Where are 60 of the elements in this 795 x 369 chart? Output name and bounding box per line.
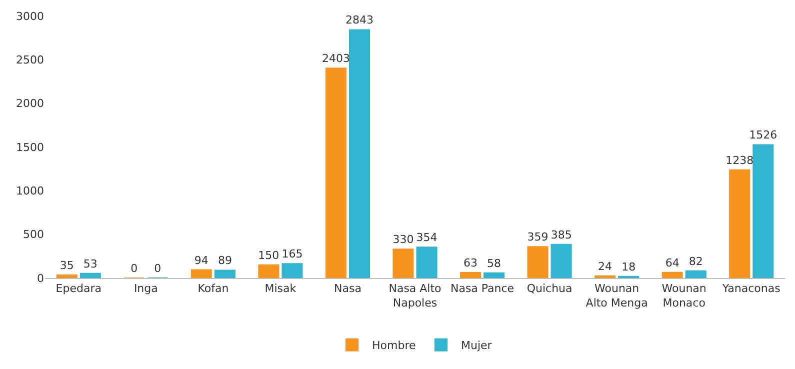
bar <box>484 272 505 278</box>
bar <box>214 270 236 278</box>
data-label: 2843 <box>346 14 374 27</box>
bar <box>348 29 370 278</box>
y-tick-label: 500 <box>23 228 44 242</box>
bar <box>729 169 750 278</box>
data-label: 53 <box>83 257 98 270</box>
x-tick-label: Kofan <box>198 282 229 296</box>
y-tick-label: 1000 <box>16 184 44 198</box>
bar <box>685 270 706 278</box>
y-tick-label: 3000 <box>16 10 44 23</box>
x-tick-label: Quichua <box>526 282 572 296</box>
data-label: 63 <box>464 256 478 270</box>
data-label: 359 <box>527 230 548 244</box>
bar <box>527 246 548 278</box>
bar <box>460 272 482 278</box>
bar <box>662 272 683 278</box>
bar <box>752 144 774 278</box>
data-label: 18 <box>622 260 636 274</box>
data-label: 82 <box>688 254 703 268</box>
data-label: 150 <box>258 248 280 262</box>
bar <box>392 248 414 278</box>
data-label: 64 <box>665 256 680 270</box>
x-tick-label: Wounan Alto Menga <box>586 282 648 310</box>
x-tick-label: Misak <box>264 282 297 296</box>
bar <box>594 275 616 278</box>
data-label: 35 <box>60 258 74 272</box>
x-tick-label: Wounan Monaco <box>662 282 706 310</box>
data-label: 354 <box>416 231 438 244</box>
bar <box>258 264 280 278</box>
y-tick-label: 2000 <box>16 97 44 110</box>
x-tick-label: Nasa <box>334 282 362 296</box>
data-label: 0 <box>130 262 138 275</box>
x-tick-label: Inga <box>134 282 158 296</box>
data-label: 58 <box>487 256 502 270</box>
data-label: 1526 <box>749 128 778 142</box>
data-label: 24 <box>598 260 612 273</box>
y-tick-label: 0 <box>37 272 44 285</box>
bar <box>190 269 212 278</box>
legend-label: Hombre <box>372 339 416 352</box>
bar <box>56 274 78 278</box>
data-label: 385 <box>550 228 572 242</box>
x-tick-label: Yanaconas <box>721 282 781 296</box>
legend-label: Mujer <box>460 339 492 352</box>
bar <box>325 68 346 278</box>
data-label: 94 <box>194 254 208 267</box>
bar <box>282 263 303 278</box>
y-tick-label: 2500 <box>16 54 44 67</box>
bar <box>550 244 572 278</box>
data-label: 330 <box>392 233 414 246</box>
bar <box>416 246 438 278</box>
bar <box>80 272 101 278</box>
y-tick-label: 1500 <box>16 140 44 154</box>
x-tick-label: Epedara <box>56 282 102 296</box>
data-label: 165 <box>282 248 303 261</box>
data-label: 89 <box>218 254 232 268</box>
data-label: 0 <box>154 262 162 275</box>
x-tick-label: Nasa Pance <box>450 282 514 296</box>
data-label: 2403 <box>322 52 350 66</box>
x-tick-label: Nasa Alto Napoles <box>388 282 442 310</box>
